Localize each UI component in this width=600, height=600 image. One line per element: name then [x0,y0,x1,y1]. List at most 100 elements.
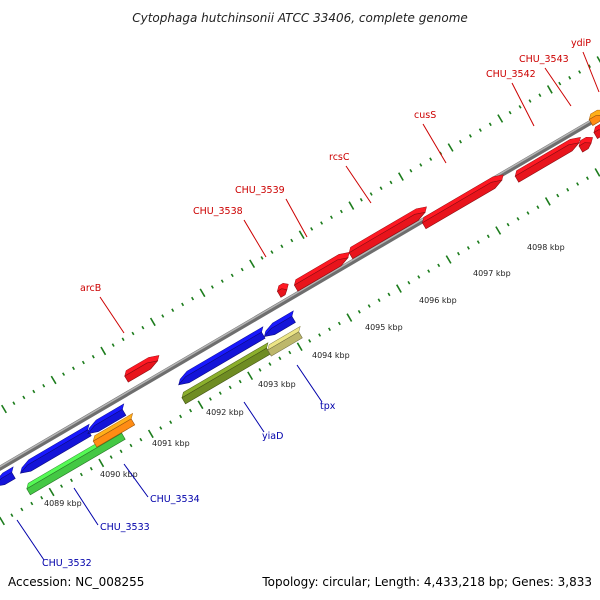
minor-tick [10,513,14,517]
red-gene [293,252,350,292]
genome-summary: Topology: circular; Length: 4,433,218 bp… [261,575,592,589]
minor-tick [20,507,24,512]
blue-gene [177,326,266,386]
minor-tick [191,296,195,301]
gene-label-ydip[interactable]: ydiP [571,38,591,49]
map-title: Cytophaga hutchinsonii ATCC 33406, compl… [132,11,468,25]
scale-label: 4091 kbp [152,439,190,448]
minor-tick [310,227,314,231]
minor-tick [230,273,234,278]
minor-tick [409,168,413,173]
minor-tick [131,331,135,336]
minor-tick [389,180,393,185]
gene-label-cuss[interactable]: cusS [414,110,436,121]
blue-gene [0,466,16,488]
gene-front-face [348,211,426,260]
minor-tick [169,420,173,424]
gene-label-chu-3542[interactable]: CHU_3542 [486,69,536,80]
minor-tick [238,379,242,384]
minor-tick [578,70,582,74]
minor-tick [379,186,383,190]
minor-tick [478,128,482,132]
gene-front-face [267,331,303,357]
blue-gene [263,310,296,338]
accession-label: Accession: NC_008255 [8,575,144,589]
gene-label-chu-3534[interactable]: CHU_3534 [150,494,200,505]
minor-tick [387,292,391,297]
gene-front-face [276,288,288,298]
gene-front-face [19,429,92,474]
gene-front-face [0,472,16,488]
label-leader-line [285,198,308,238]
minor-tick [119,449,123,454]
minor-tick [62,372,66,376]
major-tick [48,487,55,497]
gene-label-chu-3543[interactable]: CHU_3543 [519,54,569,65]
reverse-tick-track [0,168,600,526]
label-leader-line [243,219,267,258]
major-tick [398,172,404,181]
red-gene [421,174,504,230]
minor-tick [367,304,371,308]
gene-label-chu-3533[interactable]: CHU_3533 [100,522,150,533]
minor-tick [181,302,185,307]
minor-tick [12,401,16,405]
scale-label: 4090 kbp [100,470,138,479]
forward-tick-track [1,56,600,414]
minor-tick [260,256,264,260]
minor-tick [330,215,333,220]
gene-label-arcb[interactable]: arcB [80,283,101,294]
gene-front-face [87,408,127,435]
major-tick [1,404,7,414]
label-leader-lines [16,51,600,561]
minor-tick [328,327,331,332]
gene-front-face [263,315,296,338]
minor-tick [588,64,591,68]
major-tick [594,168,600,177]
minor-tick [79,472,83,477]
minor-tick [556,193,560,198]
minor-tick [308,339,312,343]
gene-label-rcsc[interactable]: rcsC [329,152,350,163]
minor-tick [89,466,93,471]
minor-tick [466,246,470,250]
minor-tick [320,221,324,225]
major-tick [495,226,502,235]
scale-label: 4089 kbp [44,499,82,508]
minor-tick [518,105,522,109]
gene-front-face [177,331,266,386]
gene-front-face [514,142,580,183]
minor-tick [228,385,232,390]
minor-tick [171,308,175,312]
label-leader-line [16,519,45,561]
gene-label-tpx[interactable]: tpx [320,401,336,412]
minor-tick [566,188,570,192]
minor-tick [576,182,580,186]
scale-label: 4094 kbp [312,351,350,360]
minor-tick [218,391,222,395]
gene-label-yiad[interactable]: yiaD [262,431,283,442]
gene-label-chu-3532[interactable]: CHU_3532 [42,558,92,569]
red-gene [578,136,593,153]
major-tick [247,371,254,381]
gene-features [0,109,600,496]
label-leader-line [243,401,265,433]
minor-tick [369,192,373,196]
scale-label: 4093 kbp [258,380,296,389]
gene-label-chu-3539[interactable]: CHU_3539 [235,185,285,196]
minor-tick [129,443,133,448]
genome-backbone-highlight [0,114,600,468]
minor-tick [417,275,421,279]
minor-tick [516,217,520,221]
minor-tick [189,408,193,413]
label-leader-line [123,463,149,498]
minor-tick [278,356,282,361]
major-tick [197,400,204,410]
minor-tick [109,455,113,459]
minor-tick [568,76,572,80]
label-leader-line [511,82,535,127]
gene-label-chu-3538[interactable]: CHU_3538 [193,206,243,217]
gene-front-face [26,432,126,496]
red-gene [124,355,160,383]
minor-tick [22,395,26,400]
